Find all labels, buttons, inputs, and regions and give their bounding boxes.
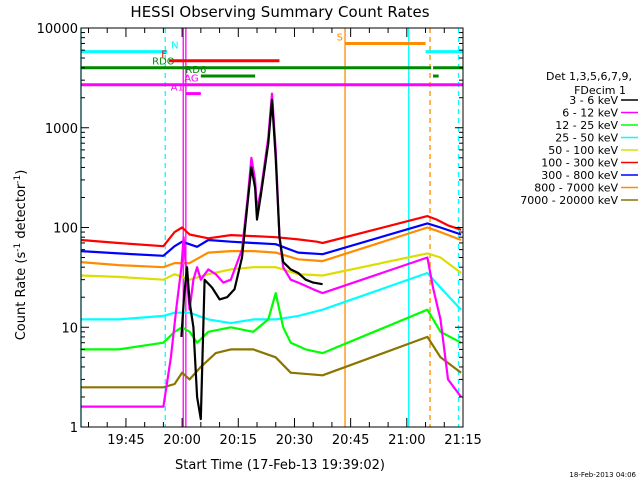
y-tick-label: 10 bbox=[61, 321, 78, 336]
series-line bbox=[80, 215, 462, 248]
series-line bbox=[80, 226, 462, 269]
x-tick-label: 20:00 bbox=[163, 433, 200, 448]
flag-label: RD6 bbox=[185, 65, 206, 76]
series-line bbox=[81, 292, 462, 355]
y-tick-label: 100 bbox=[53, 222, 78, 237]
legend-label: 12 - 25 keV bbox=[555, 119, 618, 132]
legend-label: 300 - 800 keV bbox=[541, 169, 618, 182]
legend-label: 25 - 50 keV bbox=[555, 132, 618, 145]
series-line bbox=[180, 98, 323, 421]
legend-label: 7000 - 20000 keV bbox=[520, 194, 618, 207]
legend-label: 6 - 12 keV bbox=[562, 107, 618, 120]
x-tick-label: 19:45 bbox=[107, 433, 144, 448]
y-axis-label: Count Rate (s-1 detector-1) bbox=[13, 170, 29, 341]
y-axis-label-sup: -1 bbox=[13, 175, 23, 184]
y-tick-label: 1000 bbox=[45, 122, 78, 137]
series-line bbox=[81, 92, 462, 408]
series-line bbox=[80, 252, 462, 281]
series-line bbox=[80, 222, 462, 257]
legend-header-1: Det 1,3,5,6,7,9, bbox=[546, 70, 632, 83]
y-axis-label-part: detector bbox=[14, 183, 29, 243]
x-tick-label: 21:15 bbox=[444, 433, 481, 448]
x-tick-label: 20:15 bbox=[220, 433, 257, 448]
timestamp: 18-Feb-2013 04:06 bbox=[569, 471, 636, 479]
flag-label: F bbox=[161, 50, 167, 61]
flag-label: A1 bbox=[171, 83, 184, 94]
plot-frame bbox=[80, 27, 464, 428]
y-axis-label-part: ) bbox=[14, 170, 29, 175]
x-axis-label: Start Time (17-Feb-13 19:39:02) bbox=[175, 458, 385, 473]
flag-label: N bbox=[171, 41, 178, 52]
y-tick-label: 10000 bbox=[37, 22, 78, 37]
legend-label: 100 - 300 keV bbox=[541, 157, 618, 170]
flag-label: S bbox=[337, 32, 343, 43]
flag-label: AG bbox=[184, 74, 198, 85]
series-line bbox=[81, 271, 462, 325]
y-axis-label-part: Count Rate (s bbox=[14, 252, 29, 341]
x-tick-label: 21:00 bbox=[388, 433, 425, 448]
flag-label: RDO bbox=[152, 57, 175, 68]
legend-label: 3 - 6 keV bbox=[569, 94, 618, 107]
x-tick-label: 20:30 bbox=[276, 433, 313, 448]
x-tick-label: 20:45 bbox=[332, 433, 369, 448]
axes: 1 10 100 1000 10000 19:45 20:00 20:15 20:30 20:45… bbox=[37, 22, 482, 448]
legend-header-2: FDecim 1 bbox=[574, 84, 626, 97]
y-tick-label: 1 bbox=[70, 421, 78, 436]
series-line bbox=[81, 335, 462, 389]
legend-label: 50 - 100 keV bbox=[548, 144, 618, 157]
y-axis-label-sup: -1 bbox=[13, 243, 23, 252]
chart-title: HESSI Observing Summary Count Rates bbox=[130, 3, 429, 21]
legend-label: 800 - 7000 keV bbox=[534, 182, 618, 195]
